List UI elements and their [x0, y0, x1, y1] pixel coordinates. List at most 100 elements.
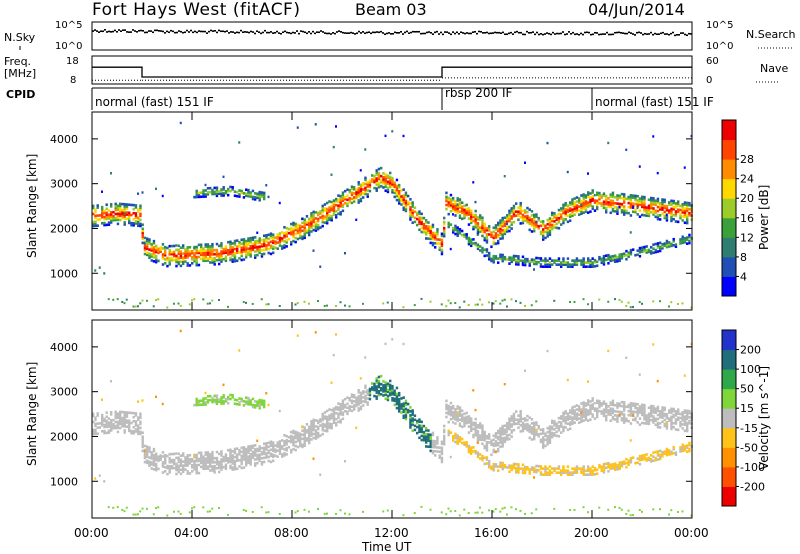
velocity-cell	[350, 405, 354, 409]
velocity-cell	[512, 464, 516, 468]
power-cell	[670, 211, 673, 215]
noise-point	[412, 30, 414, 33]
velocity-cell	[242, 400, 246, 403]
velocity-cell	[123, 423, 126, 426]
velocity-cell	[431, 433, 435, 437]
power-cell	[150, 249, 153, 252]
velocity-cell	[175, 456, 178, 460]
velocity-cell	[305, 431, 309, 434]
power-cell	[267, 243, 270, 247]
power-cell	[206, 249, 210, 252]
power-cell	[528, 228, 531, 232]
velocity-cell	[107, 431, 111, 434]
noise-point	[158, 30, 160, 32]
velocity-cell	[458, 424, 462, 428]
noise-point	[550, 33, 552, 36]
velocity-cell	[256, 404, 259, 408]
velocity-cell	[429, 449, 432, 453]
velocity-cell	[490, 439, 493, 442]
velocity-cell	[411, 419, 414, 422]
power-cell	[679, 242, 682, 245]
velocity-cell	[337, 412, 340, 415]
velocity-cell	[499, 463, 502, 467]
velocity-cell	[116, 426, 120, 430]
velocity-cell	[548, 439, 552, 442]
velocity-cell	[116, 430, 120, 434]
power-cell	[535, 225, 538, 228]
velocity-cell	[501, 442, 504, 446]
power-cell	[139, 302, 142, 305]
velocity-cell	[114, 420, 117, 424]
velocity-cell	[573, 469, 576, 472]
power-cell	[103, 272, 106, 275]
velocity-cell	[533, 468, 536, 472]
velocity-cell	[476, 432, 480, 435]
power-cell	[481, 220, 484, 224]
velocity-cell	[521, 469, 524, 473]
velocity-cell	[220, 466, 223, 469]
velocity-cell	[508, 464, 511, 467]
velocity-cell	[251, 403, 255, 407]
power-cell	[654, 203, 657, 207]
velocity-cell	[445, 405, 448, 409]
noise-point	[500, 32, 502, 34]
power-cell	[467, 217, 471, 220]
noise-point	[242, 31, 244, 34]
velocity-cell	[582, 409, 585, 412]
velocity-cell	[357, 389, 360, 392]
noise-point	[338, 30, 340, 32]
power-cell	[458, 198, 462, 201]
power-cell	[618, 253, 621, 256]
noise-point	[484, 31, 486, 34]
velocity-cell	[539, 440, 543, 444]
velocity-cell	[582, 415, 585, 418]
power-cell	[200, 243, 203, 247]
power-cell	[202, 251, 205, 255]
power-cell	[191, 249, 194, 253]
power-cell	[202, 249, 205, 253]
power-cell	[670, 213, 673, 217]
velocity-cell	[501, 428, 504, 432]
velocity-cell	[499, 445, 502, 448]
power-cell	[677, 204, 680, 208]
power-cell	[119, 214, 122, 218]
power-cell	[283, 236, 286, 239]
noise-point	[278, 32, 280, 34]
velocity-cell	[578, 417, 581, 420]
velocity-cell	[204, 463, 207, 466]
power-cell	[602, 192, 606, 196]
velocity-cell	[254, 462, 257, 465]
velocity-cell	[150, 451, 153, 454]
power-cell	[317, 225, 320, 229]
power-cell	[544, 224, 547, 228]
velocity-cell	[400, 407, 403, 410]
noise-point	[254, 32, 256, 35]
noise-point	[366, 31, 368, 34]
power-cell	[589, 261, 592, 264]
velocity-cell	[555, 471, 558, 474]
velocity-cell	[404, 411, 408, 415]
velocity-cell	[103, 431, 106, 435]
power-cell	[659, 300, 661, 303]
power-cell	[431, 235, 435, 239]
power-cell	[303, 230, 306, 234]
velocity-cell	[220, 468, 223, 471]
power-cell	[422, 226, 426, 230]
velocity-cell	[494, 442, 498, 445]
power-cell	[211, 244, 214, 248]
power-cell	[456, 207, 459, 210]
power-cell	[652, 247, 655, 250]
velocity-cell	[139, 432, 142, 436]
velocity-cell	[652, 508, 655, 511]
velocity-cell	[233, 463, 237, 467]
noise-point	[402, 33, 404, 35]
velocity-cell	[429, 437, 432, 441]
velocity-cell	[341, 413, 345, 417]
noise-point	[92, 30, 94, 32]
power-cell	[458, 204, 462, 207]
velocity-cell	[348, 398, 351, 402]
velocity-cell	[125, 413, 129, 416]
power-cell	[654, 201, 657, 204]
